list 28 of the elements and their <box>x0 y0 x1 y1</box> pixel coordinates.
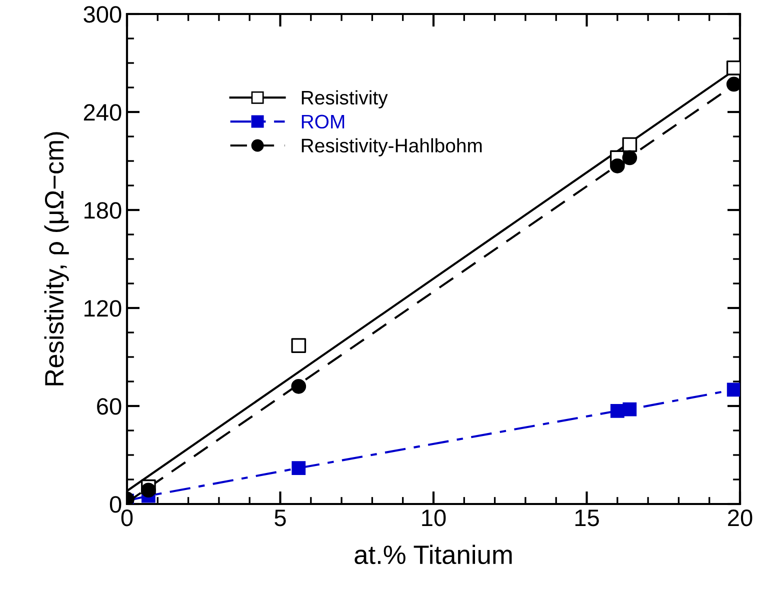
y-tick-label: 0 <box>110 496 122 513</box>
y-tick-label: 120 <box>84 300 122 317</box>
point <box>610 158 625 174</box>
y-tick-label: 300 <box>84 6 122 23</box>
x-tick-label: 10 <box>422 509 446 526</box>
legend-label: Resistivity <box>302 90 388 108</box>
point <box>610 404 624 418</box>
legend-label: Resistivity-Hahlbohm <box>302 138 482 156</box>
x-axis-title: at.% Titanium <box>354 544 512 564</box>
point <box>726 76 740 92</box>
y-tick-label: 60 <box>97 398 122 415</box>
y-tick-label: 240 <box>84 104 122 121</box>
x-tick-label: 5 <box>274 510 286 526</box>
point <box>622 137 638 152</box>
point <box>291 378 306 394</box>
point <box>292 461 306 476</box>
point <box>726 382 740 397</box>
x-tick-label: 15 <box>575 510 599 526</box>
point <box>141 482 156 498</box>
point <box>622 150 638 166</box>
point <box>291 338 306 353</box>
x-tick-label: 20 <box>728 509 752 526</box>
legend-label: ROM <box>302 114 344 129</box>
point <box>726 60 740 76</box>
x-tick-label: 0 <box>121 509 133 526</box>
y-tick-label: 180 <box>84 202 122 219</box>
y-axis-title: Resistivity, ρ (μΩ−cm) <box>44 132 69 386</box>
point <box>622 402 637 416</box>
